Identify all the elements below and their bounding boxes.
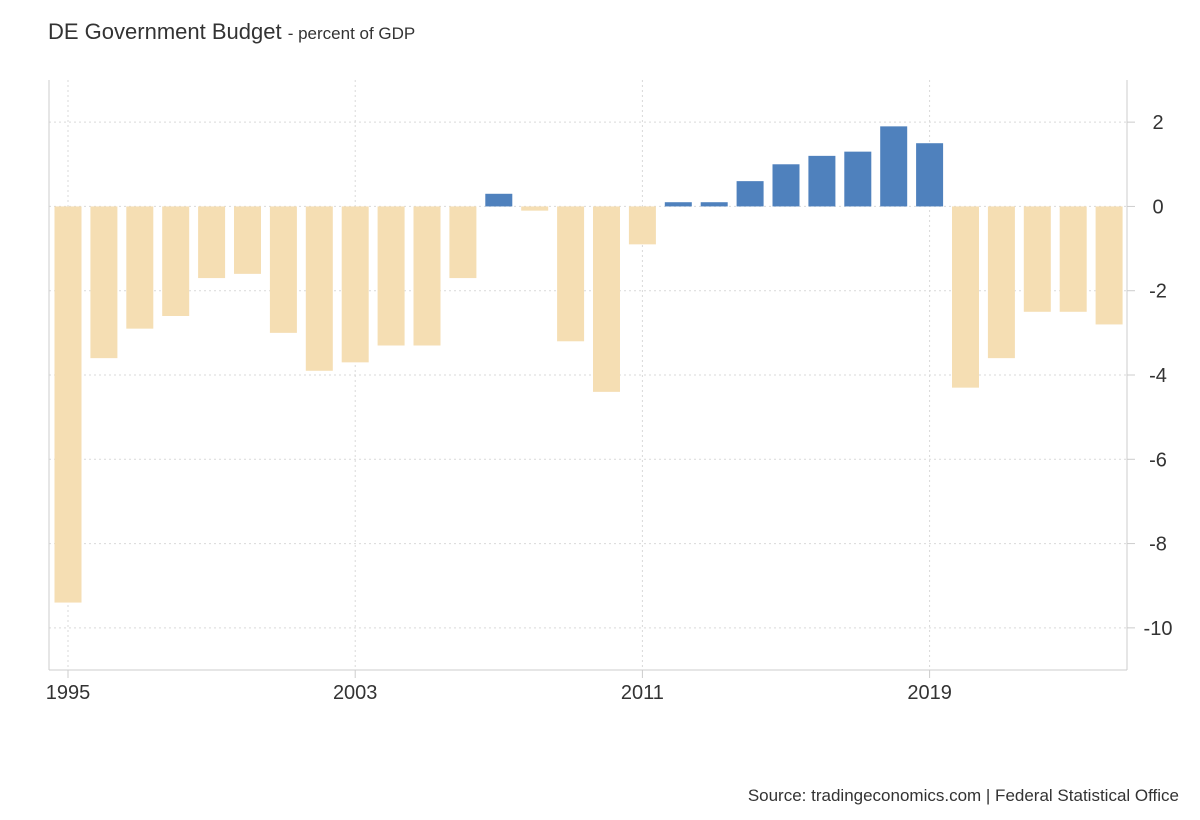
x-tick-label: 2019: [907, 682, 952, 704]
bar-2000: [234, 206, 261, 274]
y-tick-label: 0: [1152, 196, 1163, 218]
bar-2008: [521, 206, 549, 211]
bar-2022: [1023, 206, 1051, 312]
bar-2015: [772, 164, 800, 207]
bar-2009: [557, 206, 585, 342]
bar-2003: [341, 206, 369, 363]
bar-2006: [449, 206, 477, 279]
bar-1995: [54, 206, 82, 603]
x-tick-label: 1995: [46, 682, 91, 704]
chart-title-main: DE Government Budget: [48, 19, 282, 44]
y-tick-label: -8: [1149, 534, 1167, 556]
bar-1999: [198, 206, 226, 279]
bar-2010: [593, 206, 620, 392]
bar-2012: [664, 202, 692, 207]
bar-1996: [90, 206, 118, 359]
chart-subtitle: - percent of GDP: [287, 24, 416, 43]
bar-1997: [126, 206, 154, 329]
bar-1998: [162, 206, 190, 316]
bar-2004: [377, 206, 405, 346]
bar-2001: [269, 206, 297, 333]
bar-2016: [808, 155, 836, 207]
bar-2021: [987, 206, 1015, 359]
chart-title: DE Government Budget - percent of GDP: [48, 19, 415, 45]
y-tick-label: -10: [1144, 618, 1173, 640]
bar-2014: [736, 181, 764, 207]
y-tick-label: 2: [1152, 112, 1163, 134]
y-tick-label: -4: [1149, 365, 1167, 387]
bar-2018: [880, 126, 908, 207]
y-tick-label: -2: [1149, 281, 1167, 303]
bar-2011: [628, 206, 656, 245]
bar-2019: [916, 143, 944, 207]
bar-2017: [844, 151, 872, 207]
bar-2013: [700, 202, 728, 207]
bar-2005: [413, 206, 441, 346]
y-tick-label: -6: [1149, 449, 1167, 471]
bar-2020: [952, 206, 979, 388]
source-note: Source: tradingeconomics.com | Federal S…: [747, 786, 1179, 805]
bar-2023: [1059, 206, 1087, 312]
bar-2024: [1095, 206, 1123, 325]
x-tick-label: 2011: [621, 682, 664, 704]
x-tick-label: 2003: [333, 682, 378, 704]
bar-2002: [305, 206, 333, 371]
bar-2007: [485, 193, 513, 207]
